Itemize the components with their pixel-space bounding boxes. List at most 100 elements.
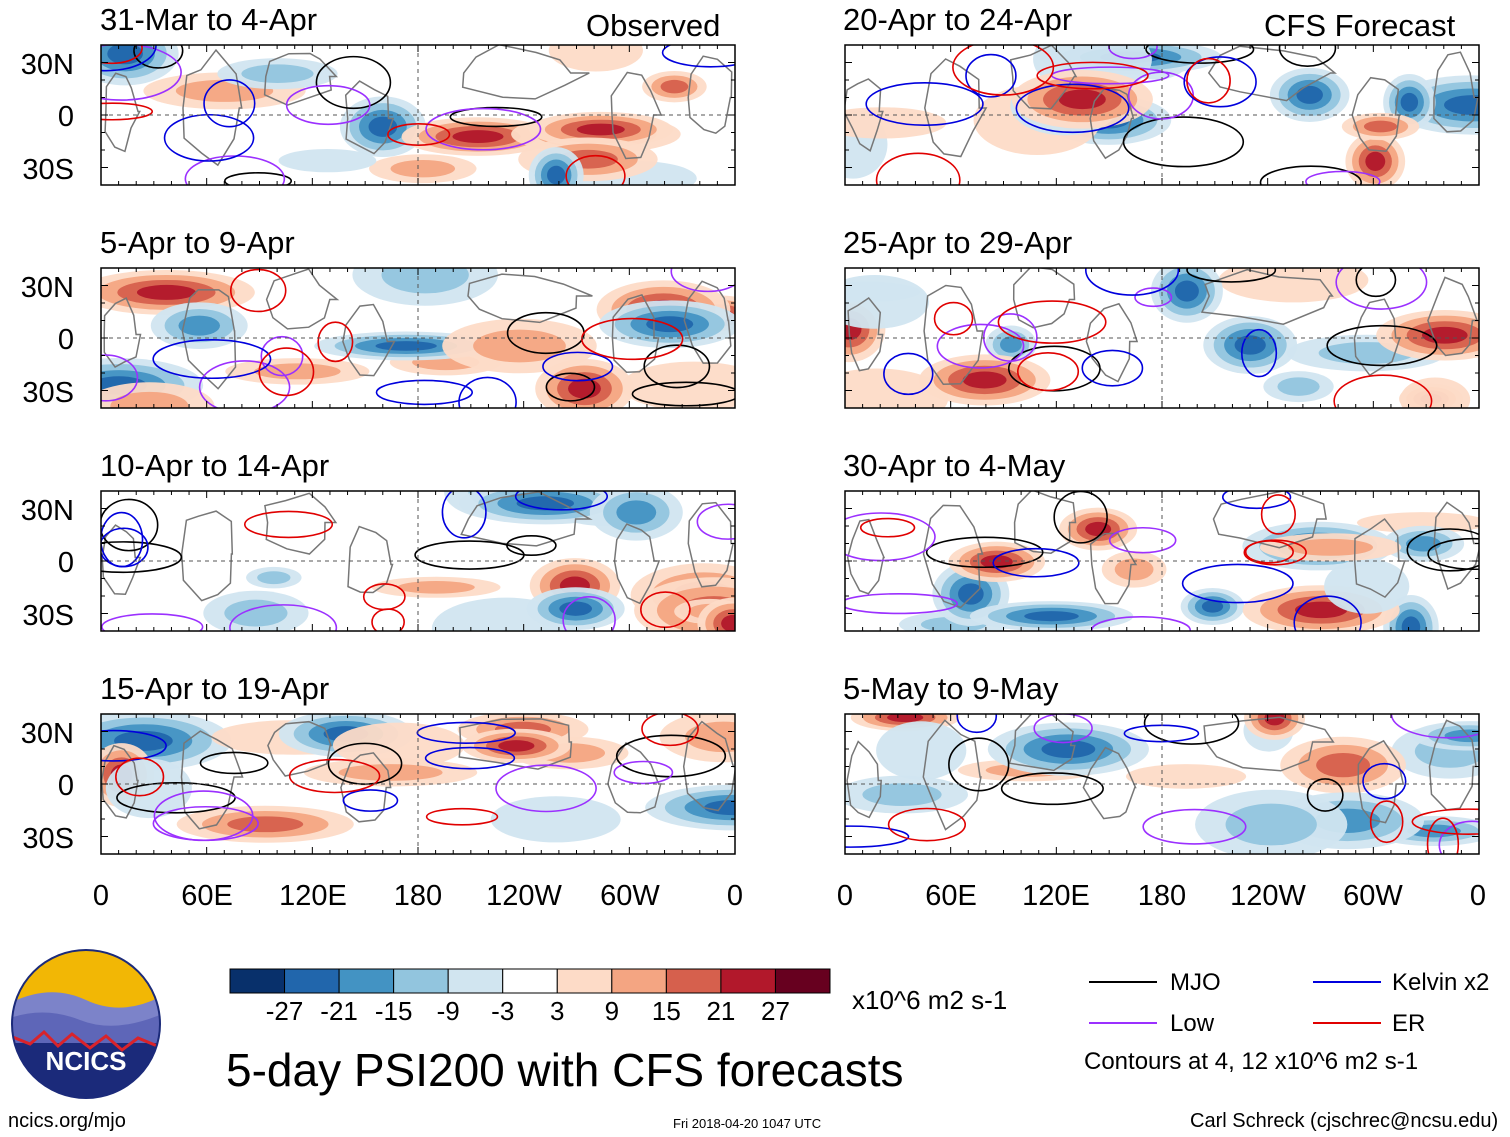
contour-kelvin-x2 [1123, 724, 1200, 743]
contour-kelvin-x2 [416, 721, 516, 744]
coastline [461, 45, 590, 100]
anomaly-shading [1296, 85, 1323, 104]
contour-kelvin-x2 [342, 789, 399, 812]
contour-kelvin-x2 [845, 825, 910, 848]
x-tick-right-180: 180 [1137, 880, 1187, 912]
coastline [101, 744, 139, 819]
contour-er [1244, 540, 1294, 564]
contour-mjo [1427, 537, 1479, 571]
anomaly-shading [862, 783, 942, 806]
colorbar-swatch [229, 968, 286, 994]
coastline [340, 752, 392, 823]
coastline [922, 719, 982, 831]
legend-label-mjo: MJO [1170, 969, 1221, 996]
panel-title-obs-4: 15-Apr to 19-Apr [100, 671, 330, 706]
colorbar-tick-label: -21 [320, 996, 358, 1026]
x-tick-right-120e: 120E [1022, 880, 1090, 912]
coastline [1200, 268, 1334, 325]
y-tick-30n-1: 30N [20, 49, 74, 81]
coastline [180, 730, 244, 830]
anomaly-shading [704, 799, 735, 816]
main-title: 5-day PSI200 with CFS forecasts [226, 1044, 904, 1096]
coastline [267, 720, 333, 777]
anomaly-shading [1294, 601, 1348, 619]
colorbar-tick-label: -15 [374, 996, 413, 1026]
coastline [1351, 76, 1401, 152]
anomaly-shading [576, 123, 625, 136]
contour-low [1438, 820, 1479, 854]
contour-er [101, 102, 154, 121]
x-tick-right-120w: 120W [1230, 880, 1306, 912]
y-tick-30n-2: 30N [20, 272, 74, 304]
x-tick-left-360: 0 [726, 880, 744, 912]
coastline [347, 525, 394, 594]
anomaly-shading [110, 391, 189, 408]
map-panel-0-3 [101, 714, 735, 854]
anomaly-shading [1288, 538, 1373, 556]
contour-low [845, 592, 958, 615]
contour-low [1335, 268, 1428, 310]
anomaly-shading [227, 816, 304, 833]
coastline [458, 718, 573, 770]
contour-mjo [1326, 324, 1438, 367]
anomaly-shading [980, 555, 1013, 569]
anomaly-shading [1444, 95, 1479, 115]
map-panel-1-0 [845, 45, 1479, 185]
anomaly-shading [105, 758, 192, 819]
colorbar-tick-label: 15 [651, 996, 681, 1026]
coastline [181, 288, 237, 390]
coastline [1009, 45, 1078, 110]
contour-kelvin-x2 [1015, 83, 1130, 134]
colorbar-swatch [447, 968, 504, 994]
anomaly-shading [452, 130, 504, 144]
x-tick-left-180: 180 [393, 880, 443, 912]
anomaly-shading [257, 571, 291, 585]
x-tick-left-120w: 120W [486, 880, 562, 912]
observed-label: Observed [586, 8, 721, 43]
coastline [1353, 517, 1406, 599]
y-tick-eq-4: 0 [57, 770, 74, 802]
x-tick-right-60e: 60E [925, 880, 977, 912]
coastline [344, 80, 395, 155]
anomaly-shading [332, 722, 465, 768]
contour-er [101, 45, 143, 65]
contour-er [362, 583, 406, 611]
coastline [1085, 302, 1139, 383]
contour-kelvin-x2 [965, 53, 1017, 98]
coastline [613, 523, 661, 605]
panel-title-obs-3: 10-Apr to 14-Apr [100, 448, 330, 483]
anomaly-shading [1201, 600, 1224, 613]
contour-mjo [643, 344, 711, 389]
contour-mjo [1000, 772, 1104, 806]
colorbar-units: x10^6 m2 s-1 [852, 985, 1008, 1015]
coastline [683, 280, 732, 364]
contour-low [1108, 526, 1177, 554]
contour-low [670, 268, 735, 293]
anomaly-shading [876, 721, 967, 780]
anomaly-shading [548, 45, 643, 72]
anomaly-shading [621, 361, 735, 408]
contour-kelvin-x2 [1081, 349, 1144, 387]
psi200-map-panels [100, 44, 1480, 855]
contour-low [845, 512, 936, 562]
timestamp: Fri 2018-04-20 1047 UTC [673, 1116, 822, 1131]
site-link[interactable]: ncics.org/mjo [8, 1110, 126, 1132]
colorbar-swatch [556, 968, 613, 994]
legend-label-kelvin: Kelvin x2 [1392, 969, 1490, 996]
contour-low [562, 595, 616, 631]
contour-er [859, 517, 916, 538]
x-tick-right-60w: 60W [1343, 880, 1403, 912]
contour-kelvin-x2 [1183, 56, 1257, 108]
coastline [467, 273, 593, 324]
contour-kelvin-x2 [1181, 563, 1294, 604]
coastline [1089, 87, 1135, 160]
contour-kelvin-x2 [152, 339, 272, 380]
contour-low [495, 764, 597, 813]
y-tick-30s-4: 30S [22, 823, 74, 855]
contour-er [288, 758, 381, 794]
x-tick-right-360: 0 [1469, 880, 1487, 912]
coastline [1082, 746, 1137, 820]
contour-kelvin-x2 [542, 351, 614, 382]
contour-note: Contours at 4, 12 x10^6 m2 s-1 [1084, 1048, 1419, 1075]
anomaly-shading [1041, 740, 1096, 758]
